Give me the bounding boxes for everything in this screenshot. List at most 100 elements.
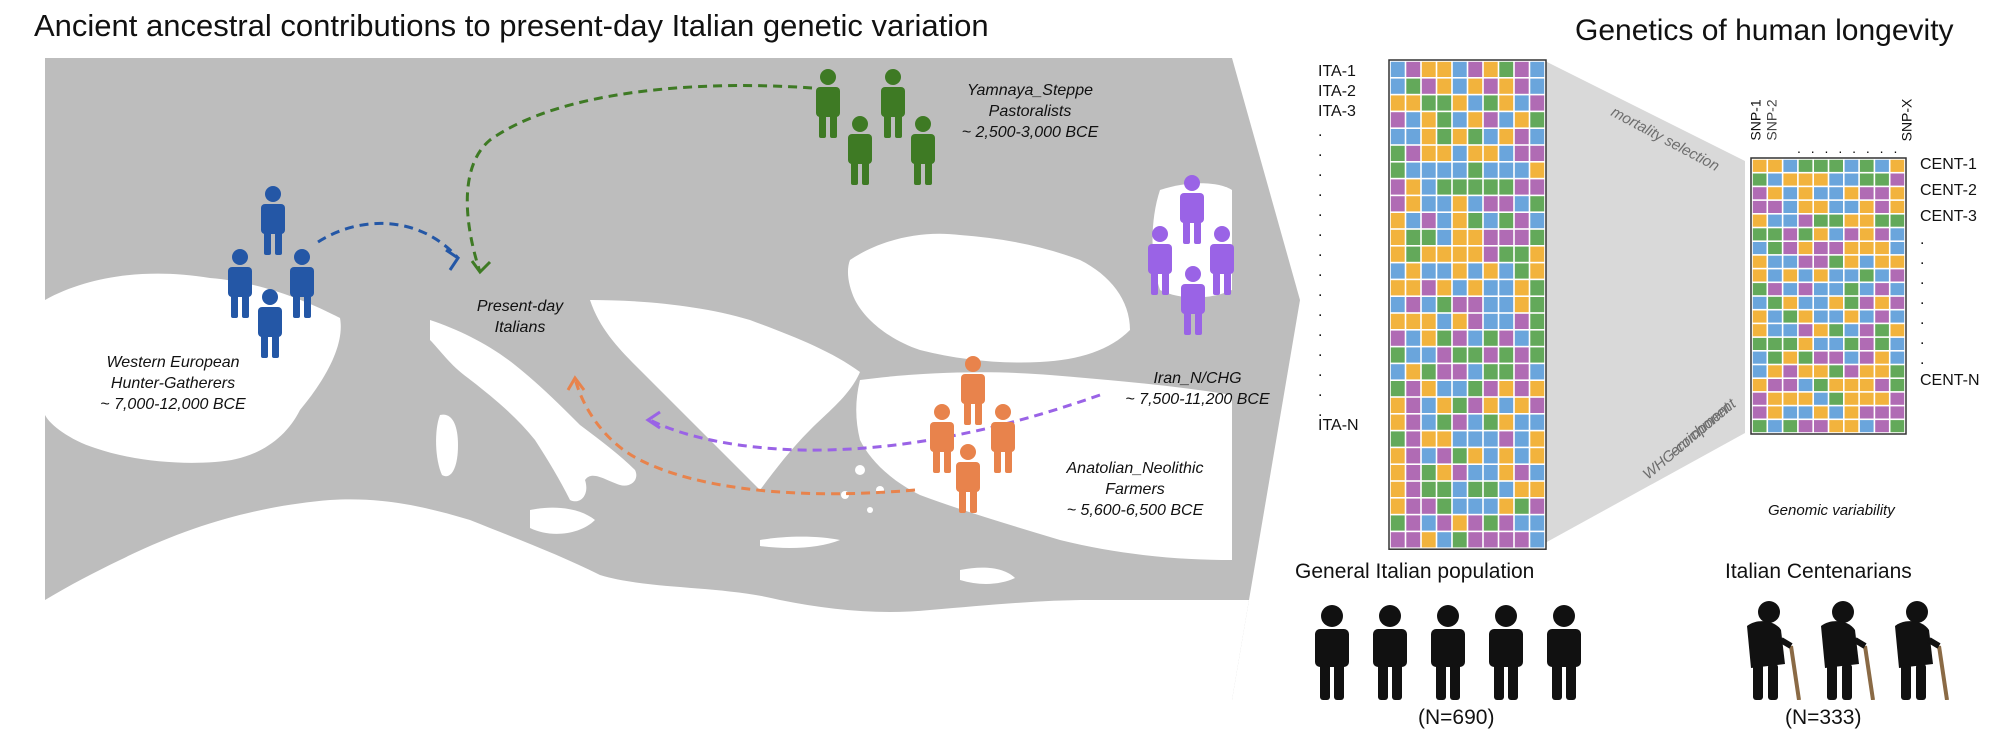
cent-matrix-cell xyxy=(1844,255,1859,268)
ita-matrix-cell xyxy=(1421,179,1436,195)
cent-matrix-cell xyxy=(1875,365,1889,378)
arrow-anatolian xyxy=(573,377,916,496)
ita-matrix-cell xyxy=(1390,431,1405,447)
cent-matrix-cell xyxy=(1859,187,1874,200)
ita-matrix-cell xyxy=(1390,280,1405,296)
cent-matrix-cell xyxy=(1829,420,1843,433)
ita-matrix-cell xyxy=(1437,448,1452,464)
cent-matrix-cell xyxy=(1859,228,1874,241)
sardinia-land xyxy=(436,414,458,477)
ita-matrix-cell xyxy=(1514,313,1529,329)
ita-matrix-cell xyxy=(1530,297,1545,313)
cent-matrix-cell xyxy=(1875,228,1889,241)
cent-matrix-cell xyxy=(1752,283,1767,296)
ita-matrix-cell xyxy=(1421,313,1436,329)
ita-matrix-cell xyxy=(1406,280,1421,296)
ita-matrix-cell xyxy=(1483,213,1498,229)
italy-land xyxy=(430,320,637,502)
ita-matrix-cell xyxy=(1406,431,1421,447)
cent-matrix xyxy=(1750,157,1907,435)
cent-matrix-cell xyxy=(1844,392,1859,405)
group2-n: (N=333) xyxy=(1785,706,1862,729)
ita-matrix-cell xyxy=(1421,481,1436,497)
anatolian-label-line1: Anatolian_Neolithic xyxy=(1066,460,1204,477)
ita-matrix-cell xyxy=(1421,213,1436,229)
iran-label-line1: Iran_N/CHG xyxy=(1153,370,1242,387)
cent-matrix-cell xyxy=(1768,420,1782,433)
cent-matrix-cell xyxy=(1798,200,1813,213)
cent-matrix-cell xyxy=(1890,214,1905,227)
cent-matrix-cell xyxy=(1752,420,1767,433)
ita-matrix-cell xyxy=(1452,347,1467,363)
ita-matrix-cell xyxy=(1514,364,1529,380)
cent-matrix-cell xyxy=(1768,392,1782,405)
ita-matrix-cell xyxy=(1406,263,1421,279)
cent-matrix-cell xyxy=(1752,255,1767,268)
ita-row-label: . xyxy=(1318,263,1323,280)
ita-matrix-cell xyxy=(1530,145,1545,161)
ita-matrix-cell xyxy=(1483,179,1498,195)
ita-matrix-cell xyxy=(1390,213,1405,229)
cent-matrix-cell xyxy=(1783,242,1798,255)
cent-row-label: CENT-3 xyxy=(1920,208,1977,225)
cent-matrix-cell xyxy=(1752,310,1767,323)
ita-matrix-cell xyxy=(1437,431,1452,447)
ita-matrix-cell xyxy=(1390,78,1405,94)
cent-matrix-cell xyxy=(1890,255,1905,268)
ita-matrix-cell xyxy=(1406,481,1421,497)
ita-matrix-cell xyxy=(1452,297,1467,313)
cent-matrix-cell xyxy=(1783,406,1798,419)
cent-matrix-cell xyxy=(1829,324,1843,337)
cent-matrix-cell xyxy=(1798,337,1813,350)
ita-matrix xyxy=(1388,59,1547,550)
ita-matrix-cell xyxy=(1468,78,1483,94)
ita-matrix-cell xyxy=(1421,129,1436,145)
cent-matrix-cell xyxy=(1814,324,1828,337)
ita-matrix-cell xyxy=(1483,95,1498,111)
ita-matrix-cell xyxy=(1468,448,1483,464)
cent-matrix-cell xyxy=(1783,269,1798,282)
cent-matrix-cell xyxy=(1798,283,1813,296)
ita-matrix-cell xyxy=(1406,129,1421,145)
cent-matrix-cell xyxy=(1890,351,1905,364)
ita-matrix-cell xyxy=(1514,381,1529,397)
ita-row-label: . xyxy=(1318,363,1323,380)
balkans-land xyxy=(590,300,860,490)
cent-matrix-cell xyxy=(1844,159,1859,172)
cent-matrix-cell xyxy=(1859,296,1874,309)
ita-matrix-cell xyxy=(1468,414,1483,430)
cent-matrix-cell xyxy=(1890,283,1905,296)
ita-matrix-cell xyxy=(1421,397,1436,413)
cent-row-label: . xyxy=(1920,331,1925,348)
cent-matrix-cell xyxy=(1859,255,1874,268)
ita-matrix-cell xyxy=(1530,347,1545,363)
yamnaya-label-line2: Pastoralists xyxy=(988,103,1072,120)
cent-matrix-cell xyxy=(1829,310,1843,323)
ita-matrix-cell xyxy=(1514,112,1529,128)
ita-matrix-cell xyxy=(1390,313,1405,329)
ita-matrix-cell xyxy=(1468,179,1483,195)
ita-matrix-cell xyxy=(1499,330,1514,346)
ita-matrix-cell xyxy=(1406,347,1421,363)
cent-matrix-cell xyxy=(1783,214,1798,227)
cent-matrix-cell xyxy=(1875,187,1889,200)
cent-matrix-frame xyxy=(1750,157,1907,435)
ita-matrix-cell xyxy=(1514,61,1529,77)
ita-matrix-cell xyxy=(1514,414,1529,430)
cent-matrix-cell xyxy=(1890,269,1905,282)
ita-matrix-cell xyxy=(1530,162,1545,178)
ita-matrix-cell xyxy=(1530,431,1545,447)
ita-matrix-cell xyxy=(1530,61,1545,77)
ita-matrix-cell xyxy=(1530,330,1545,346)
ita-matrix-cell xyxy=(1483,229,1498,245)
ita-matrix-cell xyxy=(1437,498,1452,514)
cent-matrix-cell xyxy=(1890,242,1905,255)
left-title: Ancient ancestral contributions to prese… xyxy=(34,8,989,43)
cent-matrix-cell xyxy=(1844,228,1859,241)
ita-matrix-cell xyxy=(1437,381,1452,397)
ita-matrix-cell xyxy=(1437,179,1452,195)
arrow-yamnaya xyxy=(465,84,813,273)
ita-matrix-cell xyxy=(1468,465,1483,481)
ita-matrix-cell xyxy=(1483,364,1498,380)
ita-row-label: . xyxy=(1318,163,1323,180)
